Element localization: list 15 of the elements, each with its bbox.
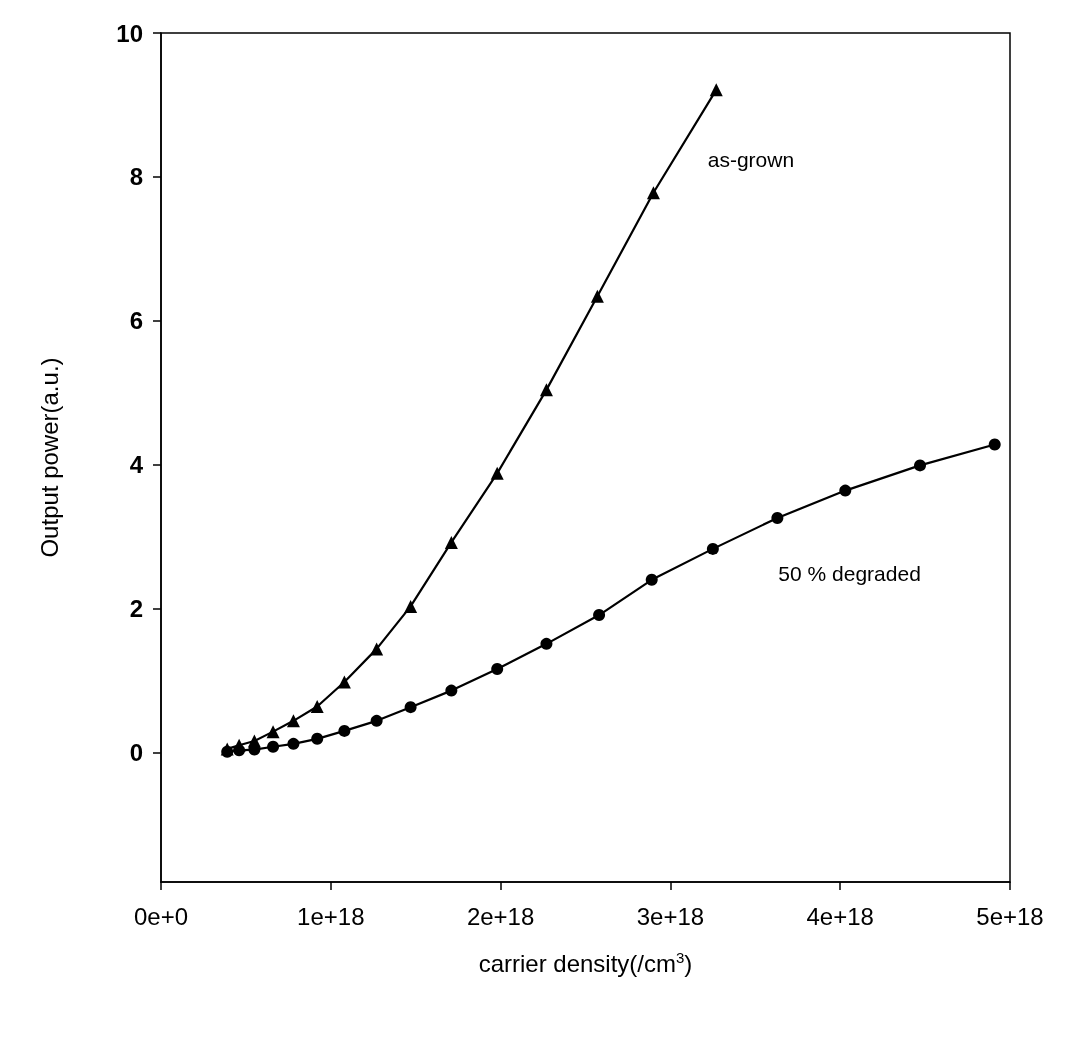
x-tick-label: 3e+18 — [636, 902, 705, 930]
y-tick-label: 2 — [129, 595, 143, 623]
y-tick-label: 8 — [129, 163, 143, 191]
y-tick-label: 4 — [129, 451, 144, 479]
x-tick-label: 5e+18 — [976, 902, 1044, 930]
series-label: 50 % degraded — [778, 562, 921, 586]
y-tick-label: 10 — [116, 19, 143, 47]
x-tick-label: 1e+18 — [297, 902, 365, 930]
x-tick-label: 2e+18 — [466, 902, 535, 930]
y-tick-label: 0 — [129, 738, 143, 766]
y-tick-label: 6 — [129, 307, 143, 335]
x-tick-label: 4e+18 — [806, 902, 874, 930]
series-label: as-grown — [707, 148, 795, 172]
y-axis-title: Output power(a.u.) — [35, 357, 63, 558]
x-tick-label: 0e+0 — [133, 902, 189, 930]
